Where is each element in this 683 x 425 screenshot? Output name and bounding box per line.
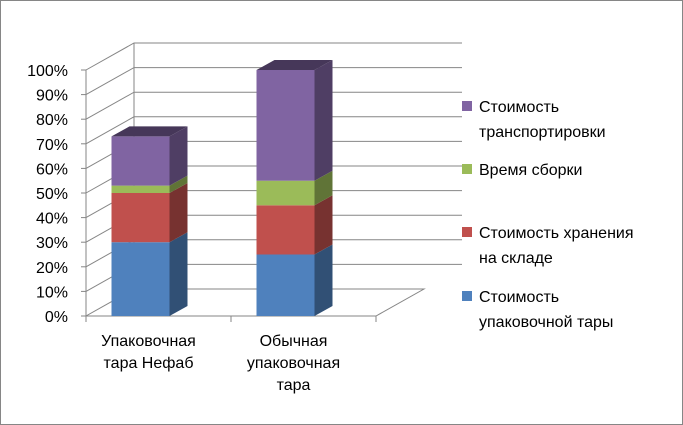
legend-label-2: Стоимость хранения на складе	[479, 225, 634, 267]
gridline	[85, 67, 462, 96]
bar-0-segment-3-side	[169, 126, 188, 186]
legend-swatch-1	[462, 164, 472, 174]
bars	[111, 60, 333, 316]
bar-0-top	[111, 126, 188, 137]
bar-1-segment-0-side	[314, 244, 333, 316]
gridline	[85, 91, 462, 120]
legend-label-line: Время сборки	[479, 162, 582, 179]
bar-1-segment-2	[256, 180, 315, 206]
category-label-0: Упаковочная тара Нефаб	[101, 333, 196, 372]
bar-0-segment-2	[111, 185, 170, 193]
legend-swatch-2	[462, 227, 472, 237]
bar-0	[111, 126, 188, 316]
y-tick-label: 30%	[36, 235, 68, 252]
y-tick-label: 20%	[36, 260, 68, 277]
y-tick-label: 90%	[36, 88, 68, 105]
bar-1-segment-0	[256, 254, 315, 316]
category-label-line: упаковочная	[247, 355, 340, 372]
legend-label-1: Время сборки	[479, 162, 582, 179]
legend-label-line: Стоимость	[479, 289, 559, 306]
gridline	[85, 116, 462, 145]
legend-swatch-3	[462, 291, 472, 301]
y-tick-label: 80%	[36, 112, 68, 129]
gridline	[85, 42, 462, 71]
legend-label-line: транспортировки	[479, 124, 606, 141]
bar-0-segment-1-side	[169, 183, 188, 243]
bar-1-segment-3-side	[314, 60, 333, 181]
legend-label-line: упаковочной тары	[479, 314, 613, 331]
legend-label-line: на складе	[479, 250, 553, 267]
bar-0-segment-2-side	[169, 175, 188, 193]
legend: Стоимость транспортировки Время сборки Стои…	[462, 99, 634, 331]
bar-1-segment-2-side	[314, 170, 333, 206]
category-label-1: Обычная упаковочная тара	[247, 333, 340, 394]
category-label-line: Упаковочная	[101, 333, 196, 350]
bar-1-segment-1	[256, 205, 315, 255]
bar-1-segment-1-side	[314, 195, 333, 255]
y-axis-tick-labels: 0% 10% 20% 30% 40% 50% 60% 70% 80% 90% 100%	[27, 63, 68, 326]
bar-0-segment-1	[111, 193, 170, 243]
legend-label-line: Стоимость хранения	[479, 225, 634, 242]
legend-label-0: Стоимость транспортировки	[479, 99, 606, 141]
category-label-line: тара	[277, 377, 311, 394]
bar-1-top	[256, 60, 333, 70]
bar-1	[256, 60, 333, 316]
bar-0-segment-0-side	[169, 232, 188, 316]
category-label-line: Обычная	[260, 333, 328, 350]
y-tick-label: 40%	[36, 211, 68, 228]
y-tick-label: 100%	[27, 63, 68, 80]
y-tick-label: 10%	[36, 284, 68, 301]
y-tick-label: 50%	[36, 186, 68, 203]
y-tick-label: 0%	[45, 309, 68, 326]
category-label-line: тара Нефаб	[104, 355, 194, 372]
bar-0-segment-3	[111, 136, 170, 186]
bar-0-segment-0	[111, 242, 170, 316]
y-tick-label: 70%	[36, 137, 68, 154]
legend-swatch-0	[462, 101, 472, 111]
y-tick-label: 60%	[36, 161, 68, 178]
legend-label-3: Стоимость упаковочной тары	[479, 289, 613, 331]
bar-1-segment-3	[256, 70, 315, 181]
legend-label-line: Стоимость	[479, 99, 559, 116]
category-labels: Упаковочная тара Нефаб Обычная упаковочная т…	[101, 333, 340, 394]
